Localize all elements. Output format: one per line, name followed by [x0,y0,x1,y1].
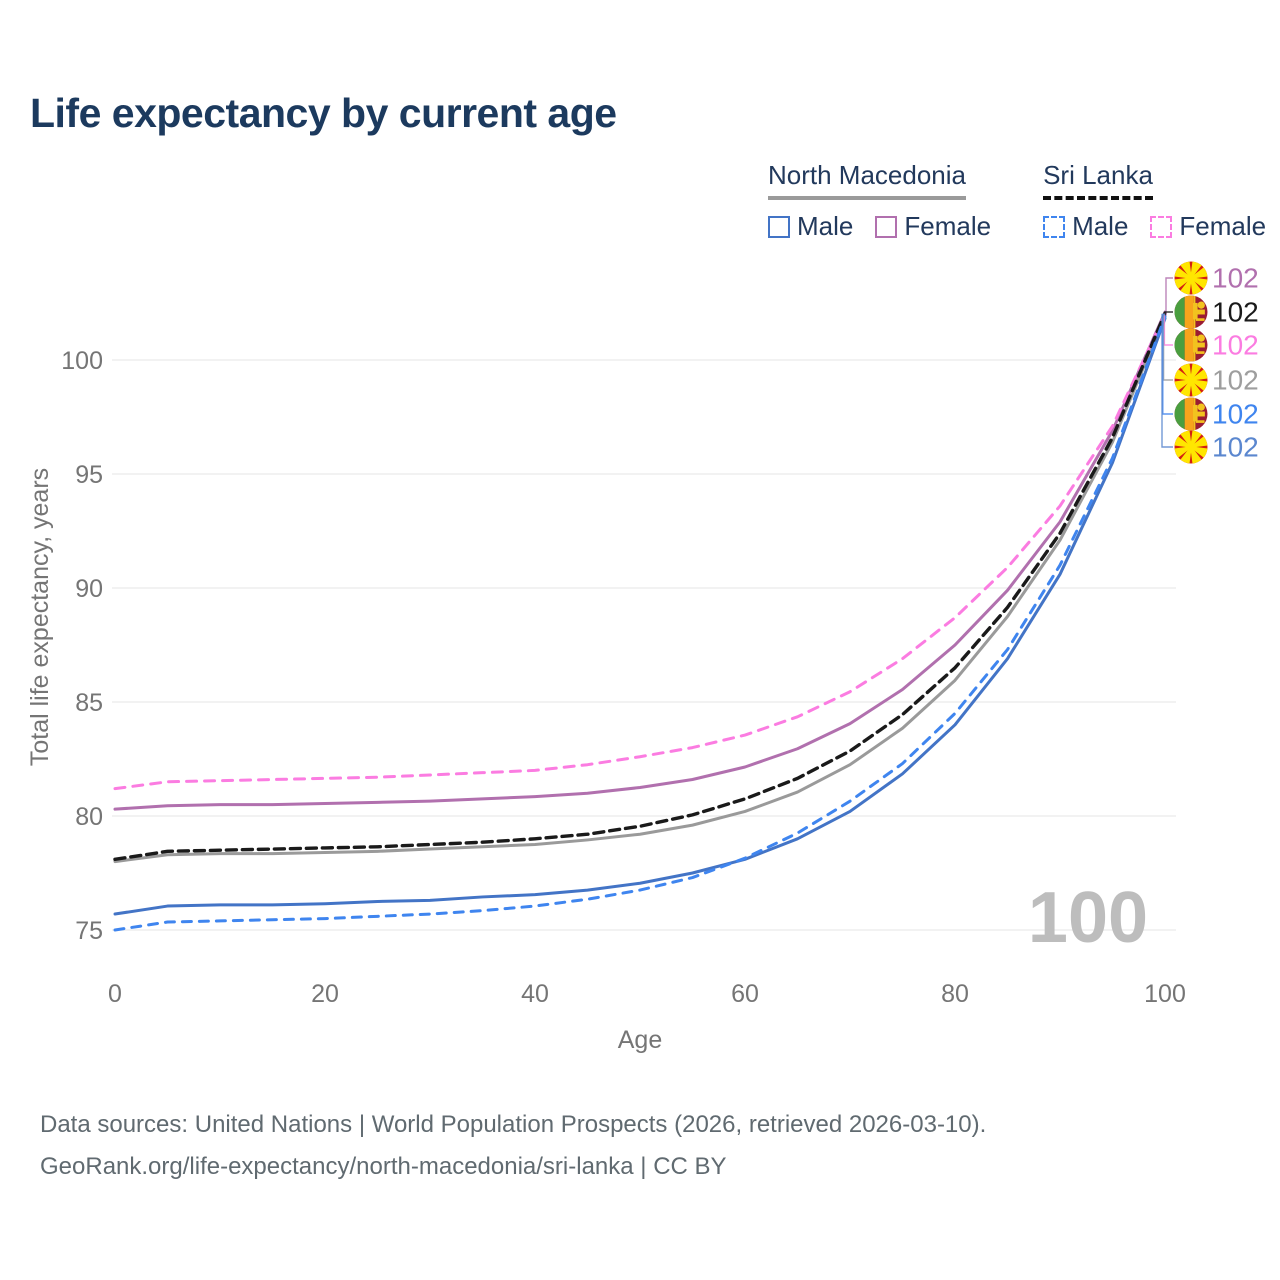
end-value-label: 102 [1212,399,1259,430]
series-line-lk-male [113,315,1167,932]
north-macedonia-flag-icon [1174,430,1208,464]
sri-lanka-flag-icon [1174,328,1208,362]
sri-lanka-flag-icon [1174,295,1208,329]
life-expectancy-line-chart: 75 80 85 90 95 100 0 20 40 60 80 100 Age Total life e… [26,261,1259,1054]
nm-female-swatch-icon [875,215,898,238]
x-tick-label: 20 [311,980,339,1008]
nm-male-swatch-icon [768,215,790,238]
end-value-label: 102 [1212,432,1259,463]
end-value-label: 102 [1212,365,1259,396]
legend-item-sl-female: Female [1150,211,1266,242]
legend-group-sri-lanka: Sri Lanka Male Female [1043,160,1266,242]
legend-item-label: Female [1179,211,1267,241]
series-line-lk-female [113,312,1167,791]
age-watermark: 100 [1028,878,1148,958]
series-line-mk-both [113,314,1167,864]
legend-item-label: Male [797,211,854,241]
legend-country-sri-lanka: Sri Lanka [1043,160,1153,200]
attribution-text: GeoRank.org/life-expectancy/north-macedo… [40,1153,727,1180]
chart-legend: North Macedonia Male Female Sri Lanka Ma… [768,160,1266,242]
north-macedonia-flag-icon [1174,261,1208,295]
end-value-label: 102 [1212,330,1259,361]
series-line-lk-both [113,311,1167,862]
legend-item-label: Female [904,211,992,241]
x-tick-label: 0 [108,980,122,1008]
sl-male-swatch-icon [1043,215,1066,238]
data-sources-text: Data sources: United Nations | World Pop… [40,1111,987,1138]
legend-item-sl-male: Male [1043,211,1128,242]
page-title: Life expectancy by current age [30,90,617,136]
end-label-leader [1165,277,1173,316]
legend-item-nm-female: Female [875,211,991,242]
x-tick-label: 100 [1144,980,1186,1008]
y-tick-label: 75 [75,917,103,945]
sri-lanka-flag-icon [1174,397,1208,431]
legend-group-north-macedonia: North Macedonia Male Female [768,160,991,242]
x-tick-label: 60 [731,980,759,1008]
y-tick-label: 85 [75,689,103,717]
y-axis-title: Total life expectancy, years [26,468,54,766]
y-tick-label: 80 [75,803,103,831]
legend-item-label: Male [1072,211,1129,241]
x-axis-title: Age [618,1026,662,1054]
legend-item-nm-male: Male [768,211,853,242]
y-tick-label: 95 [75,461,103,489]
legend-country-north-macedonia: North Macedonia [768,160,966,200]
y-tick-label: 100 [61,347,103,375]
north-macedonia-flag-icon [1174,363,1208,397]
sl-female-swatch-icon [1150,215,1173,238]
end-label-leader [1161,313,1173,448]
series-line-mk-male [113,317,1167,916]
x-tick-label: 40 [521,980,549,1008]
end-value-label: 102 [1212,297,1259,328]
y-tick-label: 90 [75,575,103,603]
series-line-mk-female [113,310,1167,811]
end-value-label: 102 [1212,263,1259,294]
chart-footer: Data sources: United Nations | World Pop… [40,1104,986,1188]
x-tick-label: 80 [941,980,969,1008]
